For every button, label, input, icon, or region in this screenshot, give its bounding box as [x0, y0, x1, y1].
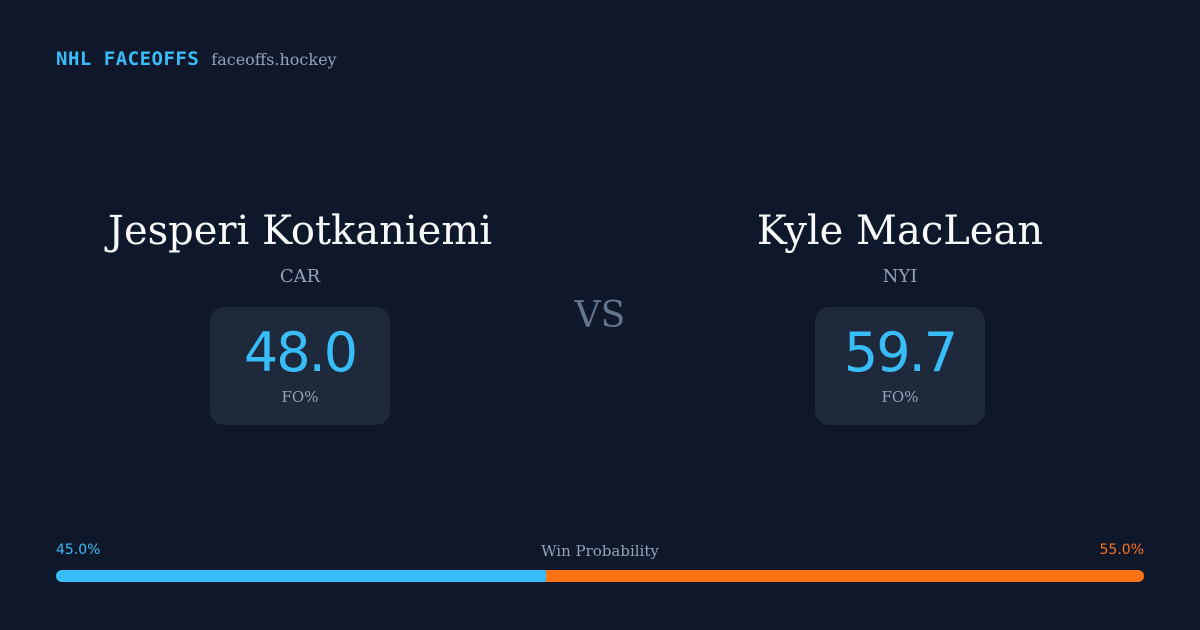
win-probability-labels: 45.0% Win Probability 55.0%: [56, 542, 1144, 564]
win-probability-bar: [56, 570, 1144, 582]
player-right: Kyle MacLean NYI 59.7 FO%: [600, 205, 1200, 425]
win-probability-title: Win Probability: [541, 542, 659, 560]
player-right-name: Kyle MacLean: [756, 208, 1044, 254]
player-right-stat-label: FO%: [881, 388, 919, 406]
brand-domain[interactable]: faceoffs.hockey: [211, 50, 337, 69]
win-probability-right-fill: [545, 570, 1144, 582]
player-left-stat-value: 48.0: [243, 321, 358, 384]
vs-label: VS: [574, 295, 626, 336]
win-probability-left-fill: [56, 570, 546, 582]
player-right-stat-card: 59.7 FO%: [815, 307, 985, 425]
player-left-name: Jesperi Kotkaniemi: [107, 208, 493, 254]
player-left-team: CAR: [279, 266, 321, 287]
brand-name[interactable]: NHL FACEOFFS: [56, 48, 200, 70]
win-probability-right-value: 55.0%: [1099, 542, 1144, 558]
player-right-stat-value: 59.7: [843, 321, 958, 384]
player-right-team: NYI: [882, 266, 918, 287]
player-left-stat-label: FO%: [281, 388, 319, 406]
player-left-stat-card: 48.0 FO%: [210, 307, 390, 425]
player-left: Jesperi Kotkaniemi CAR 48.0 FO%: [0, 205, 600, 425]
brand-header: NHL FACEOFFS faceoffs.hockey: [56, 48, 337, 70]
win-probability-left-value: 45.0%: [56, 542, 101, 558]
